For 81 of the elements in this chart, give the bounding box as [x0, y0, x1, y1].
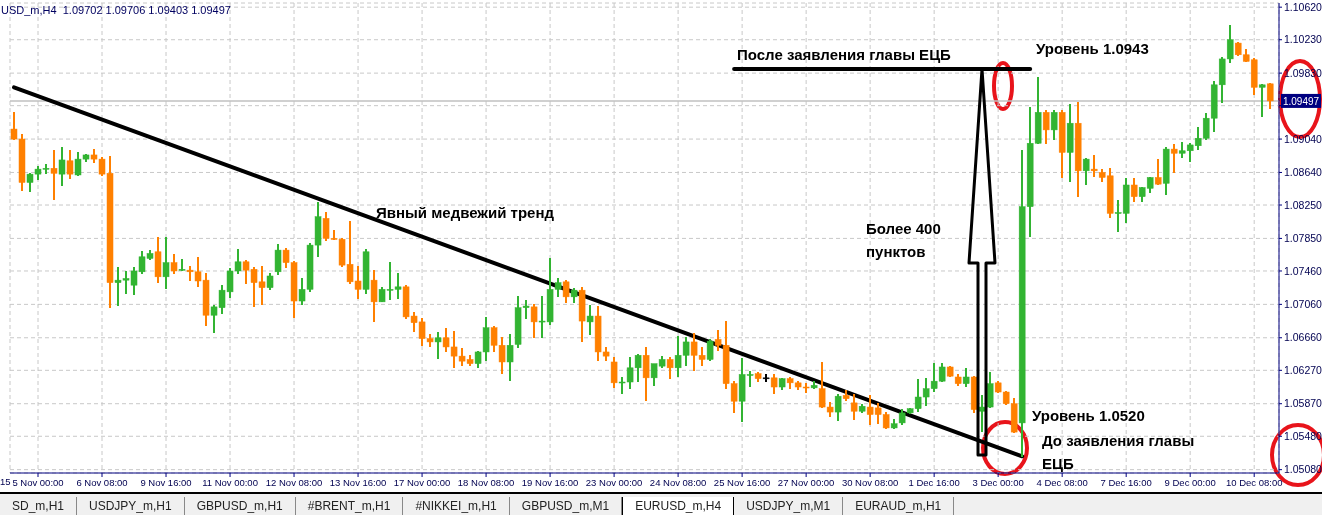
y-tick-label: 1.08250 — [1284, 198, 1322, 211]
x-tick-label: 12 Nov 08:00 — [265, 476, 323, 488]
candlestick — [770, 373, 778, 395]
candlestick — [978, 394, 986, 433]
x-tick-label: 1 Dec 16:00 — [908, 476, 960, 488]
candlestick — [1266, 82, 1274, 110]
x-tick-label: 4 Dec 08:00 — [1036, 476, 1088, 488]
text: 15 — [0, 476, 12, 488]
ref-line-label: 1.09497 — [1282, 95, 1320, 107]
x-tick-label: 3 Dec 00:00 — [972, 476, 1024, 488]
y-tick-label: 1.06660 — [1284, 331, 1322, 344]
x-tick-label: 9 Nov 16:00 — [140, 476, 192, 488]
text: GBPUSD_m,M1 — [509, 496, 623, 515]
annotation: Уровень 1.0943 — [1036, 39, 1150, 59]
annotation: После заявления главы ЕЦБ — [737, 45, 952, 65]
candlestick — [962, 367, 970, 388]
x-tick-label: 19 Nov 16:00 — [521, 476, 579, 488]
text: SD_m,H1 — [0, 496, 78, 515]
candlestick — [610, 356, 618, 389]
x-tick-label: 18 Nov 08:00 — [457, 476, 515, 488]
candlestick — [762, 372, 770, 383]
candlestick — [562, 279, 570, 304]
candlestick — [434, 331, 442, 360]
y-tick-label: 1.08640 — [1284, 166, 1322, 179]
annotation: Более 400 пунктов — [866, 219, 942, 262]
candlestick — [1042, 109, 1050, 145]
candlestick — [666, 356, 674, 380]
candlestick — [58, 146, 66, 187]
x-tick-label: 25 Nov 16:00 — [713, 476, 771, 488]
y-tick-label: 1.07850 — [1284, 232, 1322, 245]
candlestick — [834, 392, 842, 423]
text: EURAUD_m,H1 — [843, 496, 955, 515]
candlestick — [66, 149, 74, 180]
text: #BRENT_m,H1 — [295, 496, 404, 515]
x-tick-label: 9 Dec 00:00 — [1164, 476, 1216, 488]
candlestick — [1090, 154, 1098, 179]
candlestick — [1082, 157, 1090, 186]
candlestick — [1130, 177, 1138, 203]
x-tick-label: 11 Nov 00:00 — [202, 476, 258, 488]
y-tick-label: 1.05870 — [1284, 397, 1322, 410]
candlestick — [178, 258, 186, 272]
x-tick-label: 30 Nov 08:00 — [841, 476, 899, 488]
text: EURUSD_m,H4 — [622, 496, 735, 515]
candlestick — [642, 346, 650, 403]
x-tick-label: 27 Nov 00:00 — [777, 476, 835, 488]
candlestick — [1170, 143, 1178, 175]
chart-title: USD_m,H4 1.09702 1.09706 1.09403 1.09497 — [1, 4, 231, 16]
candlestick — [850, 392, 858, 421]
x-tick-label: 13 Nov 16:00 — [329, 476, 387, 488]
text: GBPUSD_m,H1 — [184, 496, 296, 515]
annotation: До заявления главы ЕЦБ — [1042, 431, 1196, 474]
candlestick — [1154, 158, 1162, 186]
candlestick — [370, 269, 378, 323]
annotation: Уровень 1.0520 — [1032, 406, 1146, 426]
candlestick — [1050, 109, 1058, 141]
y-tick-label: 1.06270 — [1284, 364, 1322, 377]
x-tick-label: 7 Dec 16:00 — [1100, 476, 1152, 488]
candlestick — [530, 303, 538, 339]
x-tick-label: 10 Dec 08:00 — [1225, 476, 1283, 488]
y-tick-label: 1.07060 — [1284, 298, 1322, 311]
y-tick-label: 1.09040 — [1284, 132, 1322, 145]
x-tick-label: 6 Nov 08:00 — [76, 476, 128, 488]
candlestick — [170, 253, 178, 276]
candlestick — [1258, 83, 1266, 119]
x-tick-label: 24 Nov 08:00 — [649, 476, 707, 488]
candlestick — [706, 337, 714, 362]
x-tick-label: 5 Nov 00:00 — [12, 476, 64, 488]
y-tick-label: 1.10230 — [1284, 33, 1322, 46]
x-tick-label: 23 Nov 00:00 — [585, 476, 643, 488]
text: USDJPY_m,M1 — [734, 496, 844, 515]
candlestick — [586, 304, 594, 337]
x-tick-label: 17 Nov 00:00 — [393, 476, 451, 488]
candlestick — [274, 243, 282, 276]
text: #NIKKEI_m,H1 — [403, 496, 510, 515]
candlestick — [506, 332, 514, 382]
annotation: Явный медвежий тренд — [375, 203, 555, 223]
text: USDJPY_m,H1 — [77, 496, 185, 515]
candlestick — [50, 149, 58, 201]
candlestick — [162, 235, 170, 291]
y-tick-label: 1.10620 — [1284, 0, 1322, 13]
y-tick-label: 1.07460 — [1284, 264, 1322, 277]
